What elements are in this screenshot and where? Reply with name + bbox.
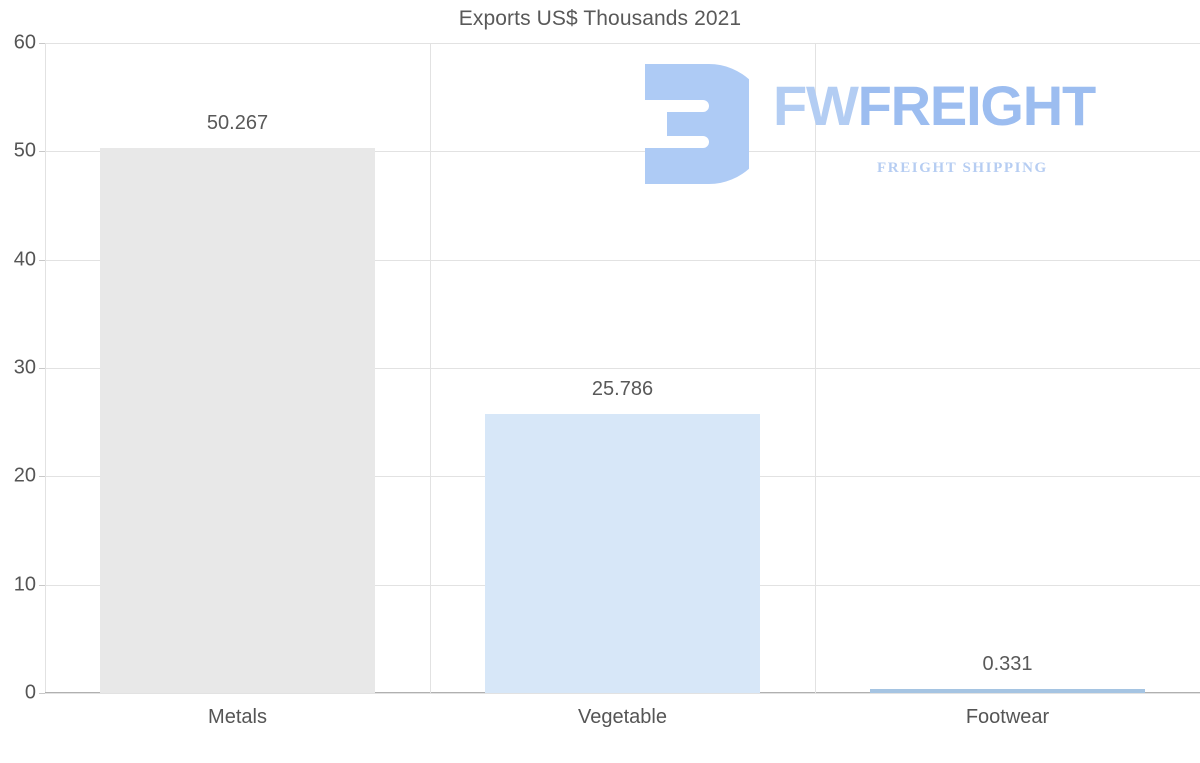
- y-axis-tick-label: 0: [24, 681, 36, 704]
- bar-value-label: 25.786: [591, 377, 654, 400]
- gridline-horizontal: [45, 693, 1200, 694]
- bar-footwear[interactable]: [870, 689, 1145, 693]
- y-axis-tick-mark: [39, 43, 45, 44]
- gridline-horizontal: [45, 368, 1200, 369]
- y-axis-tick-label: 10: [13, 573, 36, 596]
- y-axis-tick-label: 30: [13, 356, 36, 379]
- gridline-horizontal: [45, 151, 1200, 153]
- gridline-vertical: [430, 43, 431, 693]
- y-axis-tick-mark: [39, 476, 45, 478]
- y-axis-tick-label: 40: [13, 248, 36, 271]
- x-axis-tick-label: Metals: [208, 706, 267, 728]
- y-axis-tick-mark: [39, 368, 45, 369]
- y-axis-tick-mark: [39, 584, 45, 586]
- y-axis-tick-mark: [39, 259, 45, 261]
- x-axis-tick-label: Footwear: [965, 706, 1050, 728]
- x-axis-tick-label: Vegetable: [578, 706, 667, 728]
- y-axis-tick-label: 20: [13, 464, 36, 487]
- bar-vegetable[interactable]: [485, 413, 760, 693]
- gridline-horizontal: [45, 43, 1200, 44]
- bar-value-label: 50.267: [206, 112, 269, 135]
- chart-title: Exports US$ Thousands 2021: [458, 7, 742, 30]
- gridline-horizontal: [45, 259, 1200, 261]
- gridline-vertical: [815, 43, 816, 693]
- y-axis-tick-mark: [39, 151, 45, 153]
- y-axis-tick-label: 60: [13, 31, 36, 54]
- bar-metals[interactable]: [100, 148, 375, 693]
- bar-value-label: 0.331: [982, 653, 1033, 675]
- y-axis-tick-mark: [39, 693, 45, 694]
- y-axis-tick-label: 50: [13, 139, 36, 162]
